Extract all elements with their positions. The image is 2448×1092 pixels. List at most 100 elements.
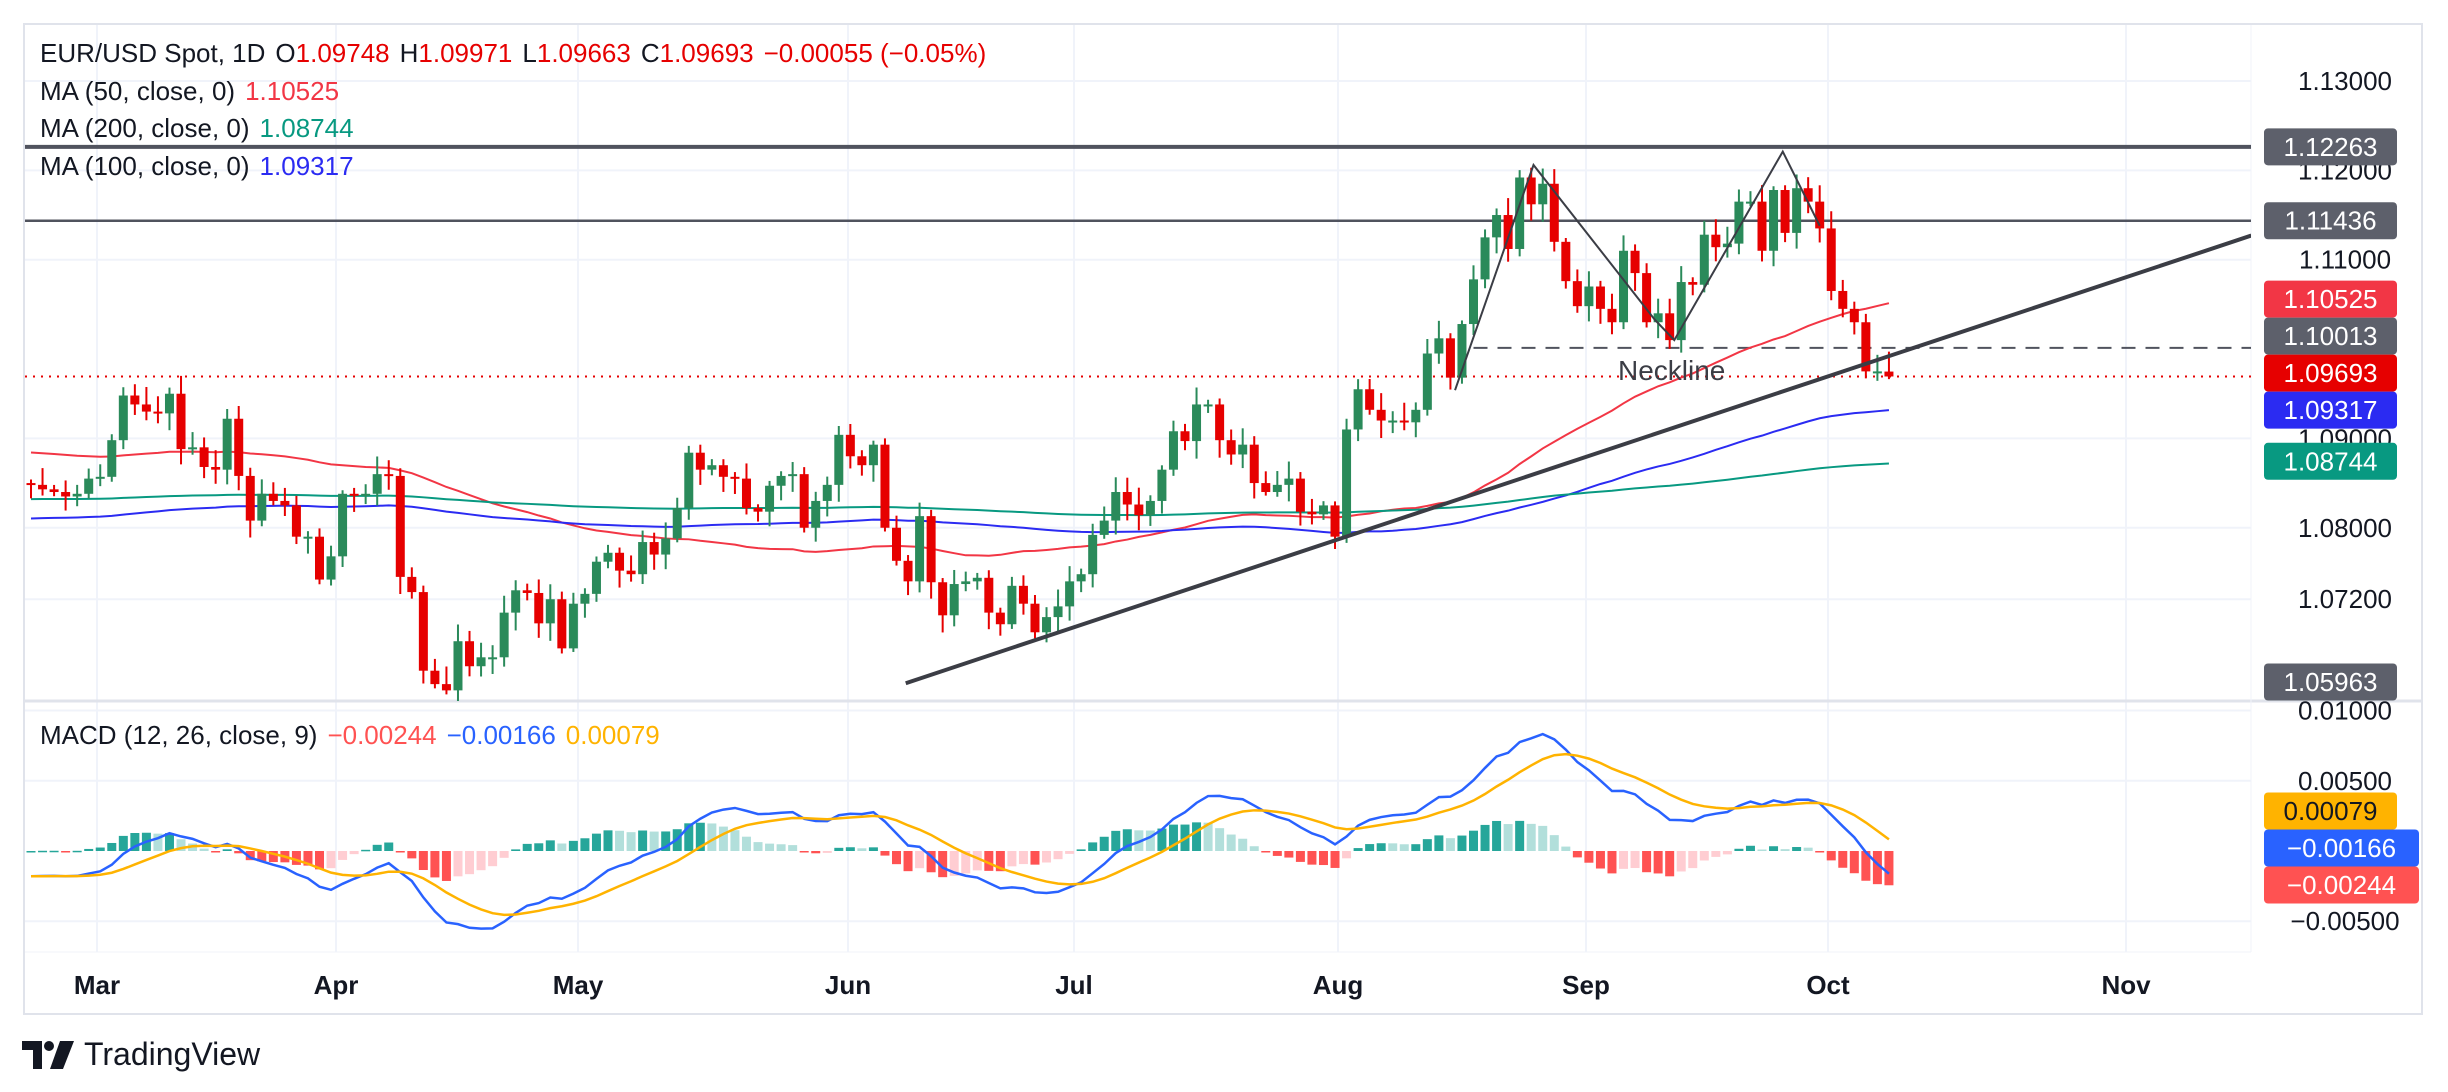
candle — [615, 547, 625, 588]
candle — [1642, 263, 1652, 328]
candle-body — [130, 395, 140, 405]
candle-body — [580, 593, 590, 604]
time-tick-label: May — [553, 970, 604, 1000]
macd-histogram-bar — [822, 851, 832, 853]
macd-histogram-bar — [1342, 851, 1352, 859]
candle-body — [1226, 440, 1236, 455]
macd-histogram-bar — [845, 847, 855, 851]
candle — [880, 438, 890, 532]
macd-legend[interactable]: MACD (12, 26, close, 9) −0.00244 −0.00166 0… — [40, 720, 670, 751]
symbol-title[interactable]: EUR/USD Spot, 1D — [40, 38, 266, 68]
candle — [95, 464, 105, 487]
candle — [638, 530, 648, 584]
macd-histogram-bar — [1307, 851, 1317, 865]
candle-body — [26, 483, 36, 486]
candle-body — [1561, 241, 1571, 282]
candle-body — [511, 590, 521, 613]
candle-body — [649, 542, 659, 555]
candle — [822, 476, 832, 517]
candle-body — [1099, 520, 1109, 535]
macd-histogram-bar — [880, 851, 890, 856]
candle-body — [661, 538, 671, 555]
ma100-label: MA (100, close, 0) — [40, 151, 250, 181]
candle-body — [188, 447, 198, 450]
candle-body — [1711, 234, 1721, 248]
macd-badge-label: −0.00244 — [2287, 870, 2396, 900]
candle — [257, 479, 267, 527]
macd-label: MACD (12, 26, close, 9) — [40, 720, 318, 750]
candle — [315, 528, 324, 585]
candle — [995, 607, 1005, 636]
head-shoulders-pattern — [1454, 149, 1821, 391]
candle-body — [1630, 250, 1640, 274]
candle-body — [1665, 313, 1675, 341]
candle-body — [257, 493, 267, 521]
candle-body — [1134, 504, 1144, 516]
macd-histogram-bar — [372, 844, 382, 851]
macd-histogram-bar — [1676, 851, 1686, 872]
price-tick-label: 1.13000 — [2298, 66, 2392, 96]
candle-body — [1145, 500, 1155, 516]
candle — [511, 580, 521, 631]
candle — [672, 497, 682, 543]
price-badge — [2264, 354, 2397, 392]
candle — [72, 484, 82, 507]
macd-histogram-bar — [1330, 851, 1340, 868]
macd-histogram-bar — [788, 845, 798, 851]
change-value: −0.00055 (−0.05%) — [763, 38, 987, 68]
ma200-legend[interactable]: MA (200, close, 0) 1.08744 — [40, 113, 364, 144]
macd-histogram-bar — [1295, 851, 1305, 862]
candle-body — [1607, 308, 1617, 323]
candle-body — [615, 552, 625, 571]
candle-body — [107, 440, 117, 477]
candle-body — [753, 508, 763, 512]
candle — [580, 588, 590, 618]
candle-body — [49, 489, 59, 493]
candle — [1653, 298, 1663, 339]
candle — [1018, 575, 1028, 615]
ma50-legend[interactable]: MA (50, close, 0) 1.10525 — [40, 76, 349, 107]
candle — [488, 645, 498, 674]
candle — [1584, 271, 1594, 322]
candle-body — [1076, 574, 1086, 582]
candle-body — [1365, 389, 1375, 410]
macd-badge — [2264, 866, 2419, 904]
candle-body — [72, 493, 82, 497]
candle-body — [880, 444, 890, 528]
candle — [199, 437, 209, 479]
macd-histogram-bar — [1065, 851, 1075, 854]
candle-body — [1180, 431, 1190, 442]
macd-histogram-bar — [199, 848, 209, 851]
macd-histogram-bar — [1538, 825, 1548, 851]
macd-histogram-bar — [1249, 846, 1259, 851]
candle — [1688, 277, 1698, 296]
macd-histogram-bar — [661, 831, 671, 851]
price-badge-label: 1.05963 — [2284, 667, 2378, 697]
candle — [1180, 423, 1190, 451]
candle-body — [315, 536, 324, 580]
candle-body — [199, 447, 209, 467]
candle — [1711, 219, 1721, 262]
candle — [326, 545, 336, 586]
macd-histogram-bar — [857, 848, 867, 851]
candle-body — [1457, 324, 1467, 378]
price-badge — [2264, 317, 2397, 355]
candle — [1630, 244, 1640, 291]
candle — [1295, 472, 1305, 526]
ma100-legend[interactable]: MA (100, close, 0) 1.09317 — [40, 151, 364, 182]
macd-histogram-bar — [1376, 843, 1386, 851]
candle-body — [153, 411, 163, 414]
candle-body — [1769, 190, 1779, 251]
macd-histogram-bar — [995, 851, 1005, 872]
macd-histogram-bar — [61, 851, 71, 853]
candle — [107, 434, 117, 482]
candle-body — [84, 478, 94, 494]
macd-histogram-bar — [984, 851, 994, 871]
macd-histogram-bar — [1688, 851, 1698, 869]
macd-histogram-bar — [1780, 849, 1790, 851]
candle — [38, 468, 48, 496]
candle-body — [95, 476, 105, 479]
candle-body — [1745, 201, 1755, 204]
tradingview-logo[interactable]: TradingView — [22, 1036, 260, 1073]
